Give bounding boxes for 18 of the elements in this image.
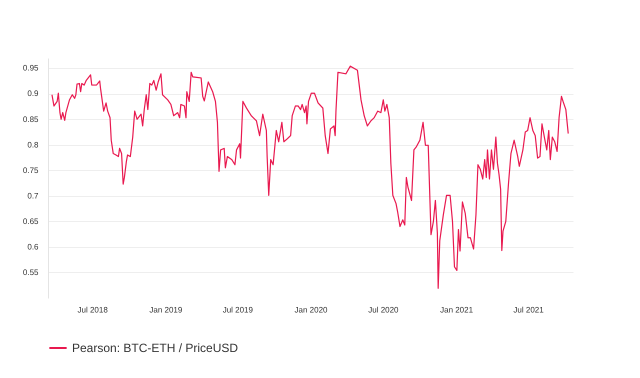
y-tick-label: 0.7 [27,191,40,200]
y-tick-label: 0.65 [22,216,40,226]
legend-label: Pearson: BTC-ETH / PriceUSD [72,341,238,355]
x-tick-label: Jul 2021 [513,306,544,314]
y-tick-label: 0.6 [27,242,40,252]
y-tick-label: 0.85 [22,114,40,124]
x-tick-label: Jul 2019 [222,306,254,314]
x-tick-label: Jul 2018 [78,306,108,314]
x-tick-label: Jan 2021 [440,306,474,314]
line-series [51,66,569,289]
y-tick-label: 0.75 [22,166,40,175]
x-tick-label: Jul 2020 [368,306,400,314]
y-tick-label: 0.9 [27,89,40,98]
y-tick-label: 0.95 [22,64,40,73]
y-tick-label: 0.8 [27,140,40,150]
x-tick-label: Jan 2020 [294,306,328,314]
y-tick-label: 0.55 [22,268,40,277]
x-tick-label: Jan 2019 [149,306,183,314]
